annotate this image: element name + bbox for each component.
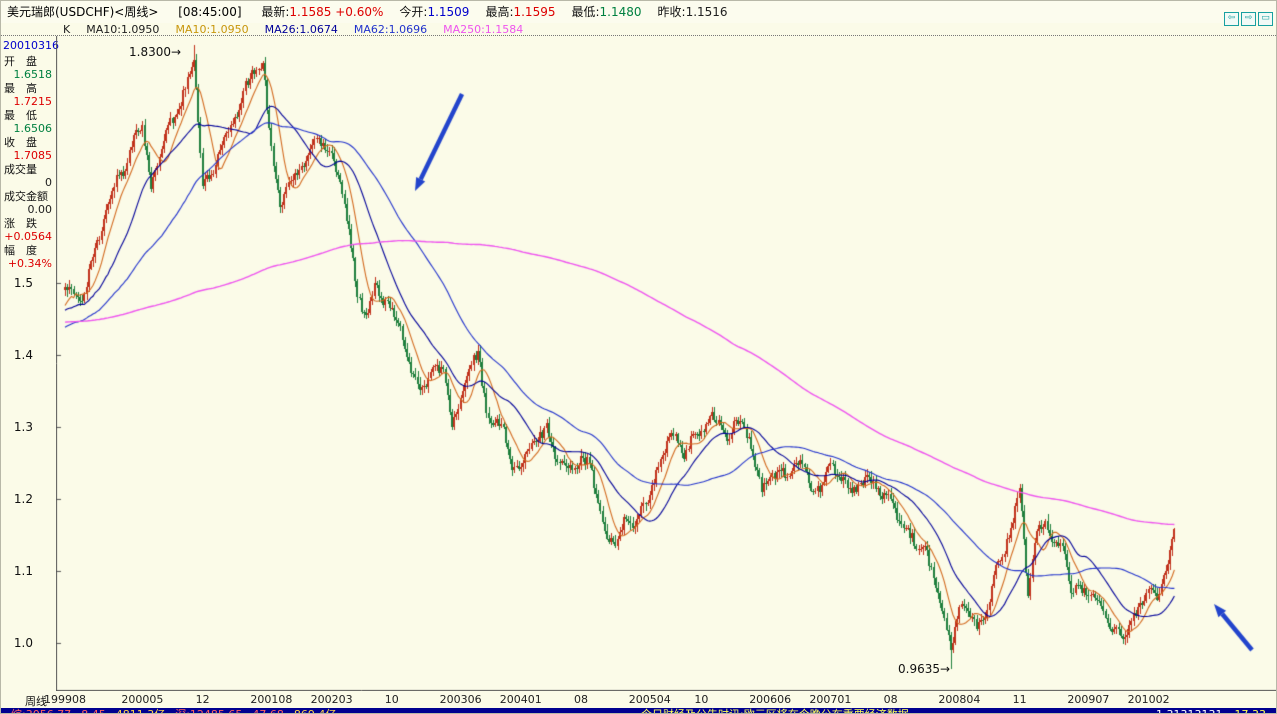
x-axis-tick: 200804: [938, 693, 981, 706]
status-index: 4811.3亿: [116, 708, 166, 713]
quote-field-value: 1.1516: [685, 5, 728, 19]
info-row-value: 1.7085: [13, 149, 53, 162]
info-row: 涨 跌 +0.0564: [1, 217, 56, 244]
quote-field: 最低:1.1480: [571, 5, 641, 19]
x-axis-tick: 200203: [310, 693, 353, 706]
quote-fields: 最新:1.1585 +0.60% 今开:1.1509 最高:1.1595 最低:1.1…: [245, 5, 727, 19]
status-quote: 1.31313131: [1156, 708, 1222, 713]
info-row-value: +0.0564: [4, 230, 52, 243]
info-row-value: 0: [45, 176, 52, 189]
price-canvas[interactable]: [56, 36, 1276, 691]
info-row: 开 盘 1.6518: [1, 55, 56, 82]
price-annotation-0: 1.8300→: [129, 45, 182, 59]
status-index: 869.4亿: [294, 708, 337, 713]
info-row-label: 成交金额: [4, 190, 48, 203]
x-axis: 周线 199908 200005 12 200108 200203 10 200306 200…: [1, 691, 1276, 708]
y-axis-label: 1.4: [13, 347, 33, 362]
quote-field-label: 今开:: [399, 5, 428, 19]
y-axis-label: 1.0: [13, 635, 33, 650]
info-row-label: 涨 跌: [4, 217, 37, 230]
cursor-date: 20010316: [3, 39, 59, 52]
info-row-value: 1.6518: [13, 68, 53, 81]
legend-item-4: MA62:1.0696: [353, 23, 428, 36]
x-axis-tick: 200907: [1067, 693, 1110, 706]
quote-field-value: 1.1509: [427, 5, 470, 19]
quote-field-label: 昨收:: [657, 5, 686, 19]
info-row: 成交金额 0.00: [1, 190, 56, 217]
status-ticker: 今日财经及公告时讯:欧元区将在今晚公布重要经济数据: [641, 708, 909, 713]
x-axis-tick: 201002: [1127, 693, 1170, 706]
info-row: 最 高 1.7215: [1, 82, 56, 109]
quote-field-change: +0.60%: [331, 5, 384, 19]
x-axis-tick: 10: [694, 693, 709, 706]
quote-time: [08:45:00]: [178, 5, 242, 19]
info-row-value: 1.7215: [13, 95, 53, 108]
info-row-label: 幅 度: [4, 244, 37, 257]
x-axis-tick: 200504: [628, 693, 671, 706]
quote-header: 美元瑞郎(USDCHF)<周线> [08:45:00] 最新:1.1585 +0…: [1, 1, 1276, 26]
info-row: 幅 度 +0.34%: [1, 244, 56, 271]
quote-field-label: 最高:: [485, 5, 514, 19]
x-axis-tick: 11: [1012, 693, 1027, 706]
x-axis-tick: 200306: [439, 693, 482, 706]
x-axis-tick: 200005: [121, 693, 164, 706]
winbtn-scroll-left[interactable]: ⇦: [1224, 12, 1239, 26]
quote-field-value: 1.1480: [599, 5, 642, 19]
info-row-value: 0.00: [27, 203, 53, 216]
legend-item-5: MA250:1.1584: [443, 23, 524, 36]
x-axis-tick: 12: [195, 693, 210, 706]
quote-field-value: 1.1585: [289, 5, 332, 19]
status-index: 47.68: [252, 708, 284, 713]
info-row-label: 开 盘: [4, 55, 37, 68]
window-controls: ⇦ ⇨ ▭: [1222, 5, 1273, 27]
x-axis-tick: 10: [384, 693, 399, 706]
info-row-label: 最 低: [4, 109, 37, 122]
status-index: 综:3056.77: [11, 708, 71, 713]
status-right: 1.31313131 17.33: [1144, 708, 1267, 713]
info-row: 成交量 0: [1, 163, 56, 190]
quote-field-label: 最新:: [261, 5, 290, 19]
quote-field: 昨收:1.1516: [658, 5, 728, 19]
period-label: 周线: [25, 695, 47, 708]
quote-field: 最新:1.1585 +0.60%: [261, 5, 383, 19]
info-row: 收 盘 1.7085: [1, 136, 56, 163]
info-row-value: 1.6506: [13, 122, 53, 135]
x-axis-tick: 200606: [749, 693, 792, 706]
y-axis-label: 1.5: [13, 275, 33, 290]
info-row-label: 收 盘: [4, 136, 37, 149]
price-annotation-1: 0.9635→: [898, 662, 951, 676]
status-bar: 综:3056.77 8.45 4811.3亿 深:12485.65 47.68 869.4…: [1, 708, 1276, 713]
winbtn-scroll-right[interactable]: ⇨: [1241, 12, 1256, 26]
info-row-value: +0.34%: [7, 257, 52, 270]
quote-field-label: 最低:: [571, 5, 600, 19]
indicator-legend: K MA10:1.0950 MA10:1.0950 MA26:1.0674 MA62:1…: [1, 23, 1276, 36]
legend-item-0: K: [63, 23, 71, 36]
instrument-title: 美元瑞郎(USDCHF)<周线>: [7, 5, 159, 19]
status-index: 深:12485.65: [175, 708, 242, 713]
info-row-label: 最 高: [4, 82, 37, 95]
x-axis-tick: 200401: [499, 693, 542, 706]
x-axis-tick: 08: [883, 693, 898, 706]
status-index: 8.45: [81, 708, 106, 713]
x-axis-tick: 199908: [44, 693, 86, 706]
x-axis-tick: 200108: [250, 693, 293, 706]
legend-item-2: MA10:1.0950: [175, 23, 249, 36]
status-quote: 17.33: [1235, 708, 1267, 713]
status-left: 综:3056.77 8.45 4811.3亿 深:12485.65 47.68 869.4…: [1, 708, 337, 713]
legend-item-1: MA10:1.0950: [86, 23, 160, 36]
winbtn-minimize[interactable]: ▭: [1258, 12, 1273, 26]
x-axis-tick: 08: [574, 693, 588, 706]
info-row: 最 低 1.6506: [1, 109, 56, 136]
legend-item-3: MA26:1.0674: [264, 23, 338, 36]
quote-field: 今开:1.1509: [399, 5, 469, 19]
y-axis-label: 1.2: [13, 491, 33, 506]
x-axis-tick: 200701: [809, 693, 852, 706]
quote-field-value: 1.1595: [513, 5, 556, 19]
y-axis-label: 1.1: [13, 563, 33, 578]
info-row-label: 成交量: [4, 163, 37, 176]
quote-field: 最高:1.1595: [485, 5, 555, 19]
y-axis-label: 1.3: [13, 419, 33, 434]
